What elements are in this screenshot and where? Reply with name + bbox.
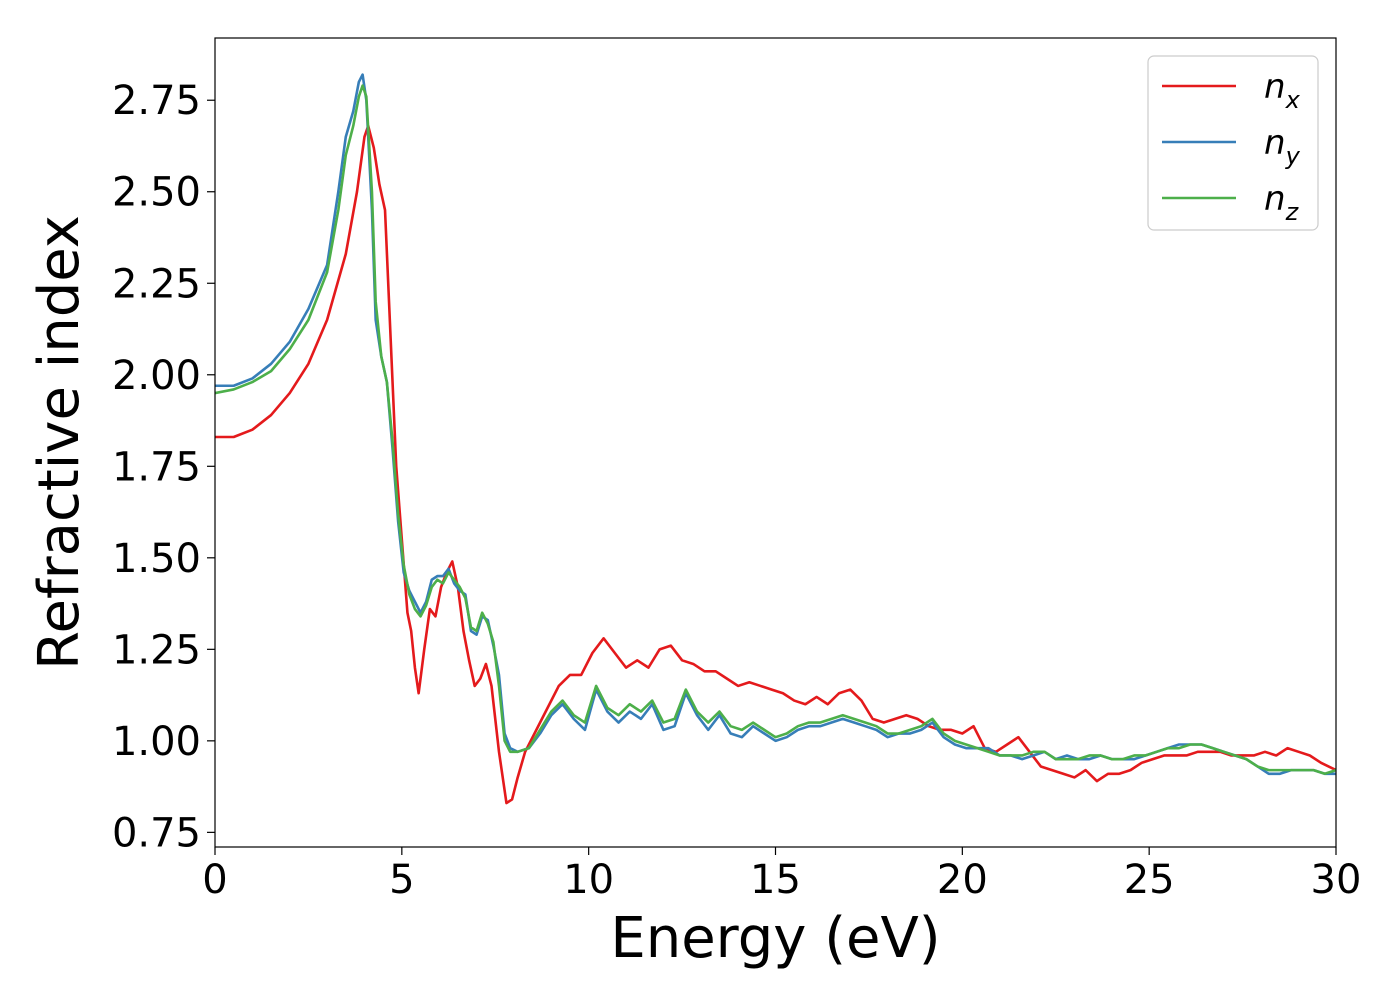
- series-line-z: [215, 84, 1336, 776]
- y-tick-label: 1.25: [112, 627, 201, 673]
- y-tick-label: 2.50: [112, 170, 201, 216]
- y-tick-label: 2.75: [112, 78, 201, 124]
- y-axis-title: Refractive index: [27, 215, 92, 670]
- x-axis-title: Energy (eV): [610, 906, 940, 971]
- y-tick-label: 2.00: [112, 353, 201, 399]
- y-axis: 0.75 1.00 1.25 1.50 1.75 2.00 2.25 2.50 2.75: [112, 78, 215, 856]
- legend-label-subscript: z: [1285, 198, 1300, 226]
- legend-label-z: nz: [1264, 179, 1300, 226]
- x-tick-label: 0: [202, 857, 227, 903]
- x-tick-label: 15: [750, 857, 801, 903]
- x-axis: 0 5 10 15 20 25 30: [202, 847, 1361, 903]
- series-line-x: [215, 124, 1336, 805]
- y-tick-label: 1.50: [112, 536, 201, 582]
- legend-label-base: n: [1264, 67, 1286, 107]
- legend-label-subscript: x: [1285, 86, 1301, 114]
- x-tick-label: 5: [389, 857, 414, 903]
- x-tick-label: 20: [937, 857, 988, 903]
- legend-label-base: n: [1264, 179, 1286, 219]
- legend-label-subscript: y: [1285, 142, 1301, 170]
- x-tick-label: 10: [563, 857, 614, 903]
- series-lines: [215, 73, 1336, 805]
- y-tick-label: 1.75: [112, 444, 201, 490]
- x-tick-label: 30: [1311, 857, 1362, 903]
- x-tick-label: 25: [1124, 857, 1175, 903]
- legend-label-y: ny: [1264, 123, 1301, 170]
- y-tick-label: 0.75: [112, 810, 201, 856]
- y-tick-label: 1.00: [112, 719, 201, 765]
- legend-label-x: nx: [1264, 67, 1301, 114]
- y-tick-label: 2.25: [112, 261, 201, 307]
- legend-label-base: n: [1264, 123, 1286, 163]
